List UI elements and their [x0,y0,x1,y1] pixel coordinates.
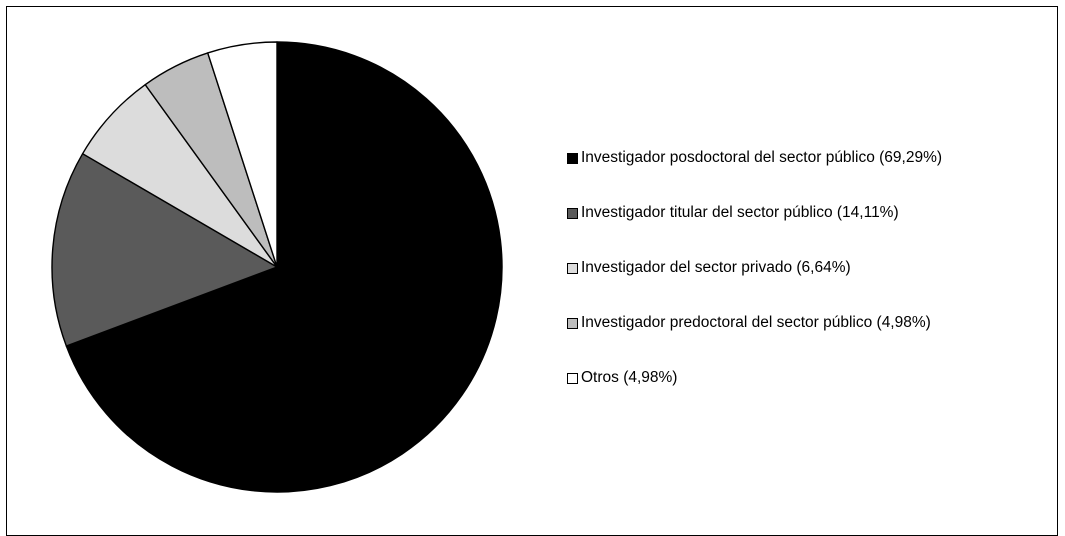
legend-label-0: Investigador posdoctoral del sector públ… [581,149,943,166]
legend-swatch-4 [567,372,578,384]
legend-item-1: Investigador titular del sector público … [567,202,1047,224]
legend-swatch-2 [567,262,578,274]
pie-slice-4 [207,41,278,268]
legend-item-0: Investigador posdoctoral del sector públ… [567,147,1047,169]
pie-slice-1 [51,152,278,347]
legend-swatch-0 [567,152,578,164]
legend: Investigador posdoctoral del sector públ… [567,147,1047,422]
pie-slices [51,41,503,493]
legend-label-1: Investigador titular del sector público … [581,204,899,221]
legend-label-4: Otros (4,98%) [581,369,678,386]
legend-swatch-1 [567,207,578,219]
legend-item-4: Otros (4,98%) [567,367,1047,389]
legend-label-3: Investigador predoctoral del sector públ… [581,314,931,331]
pie-chart [51,41,503,493]
pie-slice-0 [65,41,503,493]
legend-item-2: Investigador del sector privado (6,64%) [567,257,1047,279]
legend-swatch-3 [567,317,578,329]
legend-item-3: Investigador predoctoral del sector públ… [567,312,1047,334]
legend-label-2: Investigador del sector privado (6,64%) [581,259,851,276]
